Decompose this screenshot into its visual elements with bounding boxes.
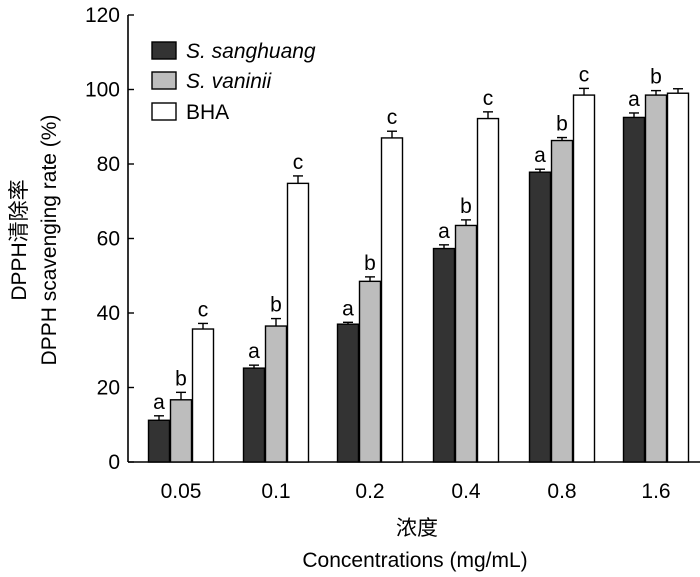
bar-1-0.05	[147, 419, 171, 463]
significance-label: b	[460, 195, 472, 218]
y-tick-label: 40	[97, 302, 120, 325]
bar-2-0.4	[454, 224, 478, 463]
legend-label-2: S. vaninii	[186, 70, 273, 93]
x-tick-label: 0.8	[547, 480, 576, 503]
significance-label: a	[248, 340, 260, 363]
bar-2-0.1	[264, 325, 288, 463]
significance-label: b	[364, 252, 376, 275]
y-tick-label: 120	[85, 4, 120, 27]
legend-label-1: S. sanghuang	[186, 40, 316, 63]
significance-label: b	[175, 367, 187, 390]
bar-3-0.4	[476, 117, 500, 463]
significance-label: b	[556, 113, 568, 136]
bar-1-1.6	[622, 116, 646, 463]
bar-1-0.8	[528, 171, 552, 463]
legend-swatch-2	[151, 71, 177, 90]
x-tick-label: 1.6	[641, 480, 670, 503]
y-tick-label: 100	[85, 79, 120, 102]
legend-swatch-1	[151, 41, 177, 60]
bar-2-1.6	[644, 94, 668, 463]
bar-2-0.2	[358, 280, 382, 463]
significance-label: c	[387, 106, 398, 129]
significance-label: c	[579, 63, 590, 86]
bar-3-0.05	[191, 328, 215, 463]
significance-label: c	[483, 87, 494, 110]
significance-label: a	[628, 88, 640, 111]
bar-1-0.1	[242, 367, 266, 463]
significance-label: a	[534, 144, 546, 167]
x-tick-label: 0.2	[355, 480, 384, 503]
x-axis-title-cn: 浓度	[396, 516, 438, 540]
y-axis-title: DPPH scavenging rate (%)	[38, 115, 61, 366]
bar-1-0.2	[336, 323, 360, 463]
significance-label: c	[293, 151, 304, 174]
bar-3-0.8	[572, 94, 596, 463]
x-tick-label: 0.1	[261, 480, 290, 503]
y-tick-label: 20	[97, 377, 120, 400]
y-axis-title-cn: DPPH清除率	[8, 179, 31, 300]
y-tick-label: 60	[97, 228, 120, 251]
y-tick-label: 80	[97, 153, 120, 176]
bar-3-1.6	[666, 92, 690, 463]
significance-label: b	[270, 294, 282, 317]
significance-label: a	[342, 297, 354, 320]
bar-1-0.4	[432, 247, 456, 463]
legend-label-3: BHA	[186, 101, 229, 124]
significance-label: b	[650, 66, 662, 89]
x-tick-label: 0.05	[161, 480, 202, 503]
legend: S. sanghuang S. vaninii BHA	[151, 40, 316, 124]
bar-2-0.8	[550, 139, 574, 463]
bar-2-0.05	[169, 399, 193, 463]
significance-label: a	[438, 220, 450, 243]
x-axis-title: Concentrations (mg/mL)	[302, 549, 527, 572]
y-tick-label: 0	[108, 451, 120, 474]
significance-label: c	[198, 298, 209, 321]
axes-group: 0 20 40 60 80 100 120 0.05 0.1 0.2 0.4 0.8 1.6	[85, 4, 700, 503]
x-tick-label: 0.4	[451, 480, 481, 503]
bar-3-0.2	[380, 137, 404, 463]
significance-label: a	[153, 391, 165, 414]
legend-swatch-3	[151, 102, 177, 121]
bar-3-0.1	[286, 182, 310, 463]
